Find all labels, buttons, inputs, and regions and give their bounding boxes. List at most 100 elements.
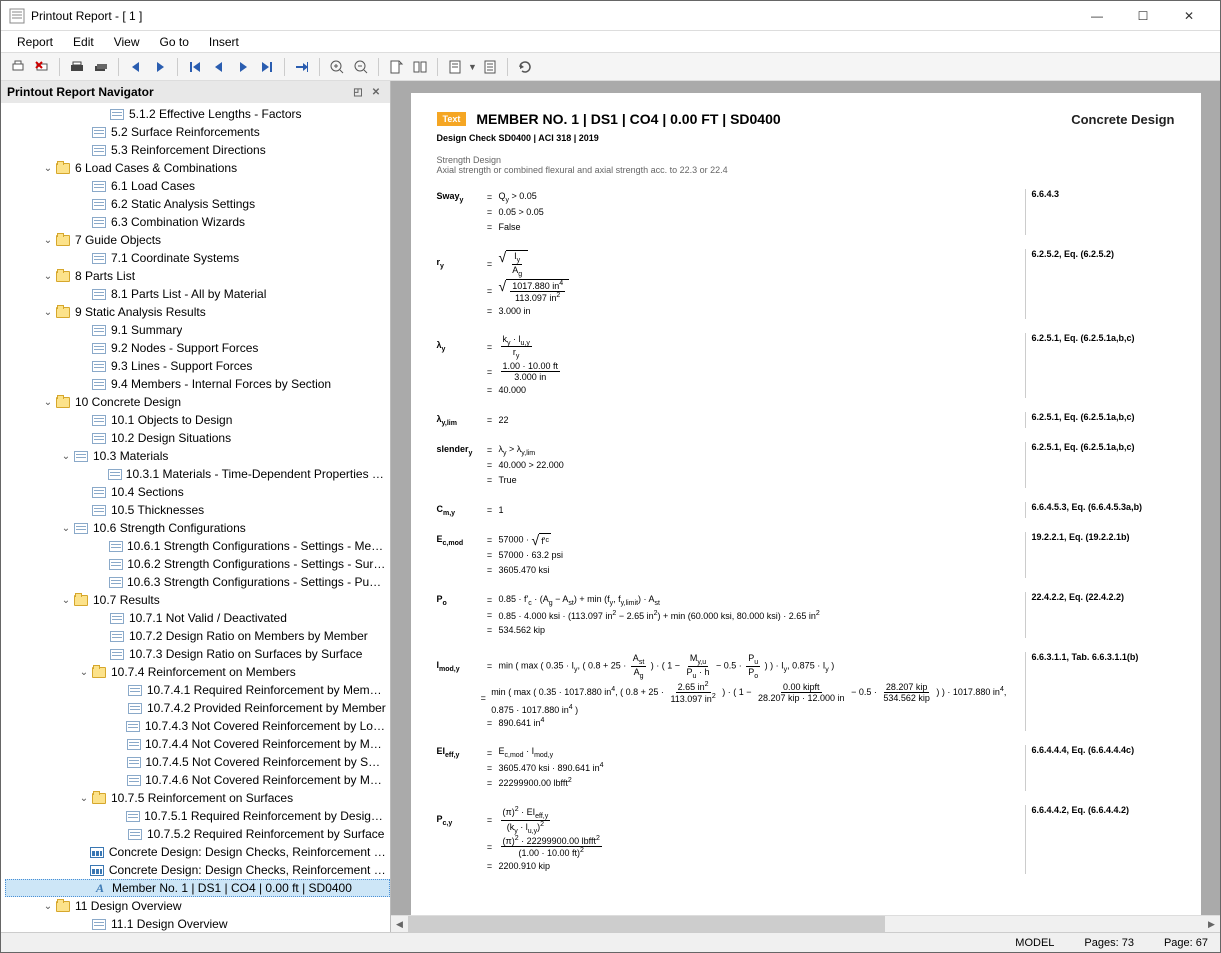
- refresh-icon[interactable]: [514, 56, 536, 78]
- goto-icon[interactable]: [291, 56, 313, 78]
- equation-row: Imod,y=min ( max ( 0.35 · Iy, ( 0.8 + 25…: [437, 653, 1025, 680]
- tree-item[interactable]: 10.6.2 Strength Configurations - Setting…: [5, 555, 390, 573]
- tree-item[interactable]: 5.2 Surface Reinforcements: [5, 123, 390, 141]
- eq-equals: =: [481, 367, 499, 377]
- menu-edit[interactable]: Edit: [63, 33, 104, 51]
- page-insert-icon[interactable]: [479, 56, 501, 78]
- tree-item[interactable]: 5.3 Reinforcement Directions: [5, 141, 390, 159]
- menu-go-to[interactable]: Go to: [150, 33, 199, 51]
- page-fit-icon[interactable]: [385, 56, 407, 78]
- tree-item[interactable]: 9.1 Summary: [5, 321, 390, 339]
- tree-item[interactable]: ⌄8 Parts List: [5, 267, 390, 285]
- equation-row: =0.05 > 0.05: [437, 205, 1025, 219]
- tree-item[interactable]: ⌄7 Guide Objects: [5, 231, 390, 249]
- toolbar: ▼: [1, 53, 1220, 81]
- printer-multi-icon[interactable]: [90, 56, 112, 78]
- tree-item[interactable]: ⌄10.6 Strength Configurations: [5, 519, 390, 537]
- tree-item[interactable]: 10.7.3 Design Ratio on Surfaces by Surfa…: [5, 645, 390, 663]
- tree-item[interactable]: ⌄10.7.5 Reinforcement on Surfaces: [5, 789, 390, 807]
- collapse-icon[interactable]: ⌄: [41, 163, 55, 174]
- tree-item[interactable]: 10.7.4.6 Not Covered Reinforcement by Ma…: [5, 771, 390, 789]
- minimize-button[interactable]: —: [1074, 1, 1120, 31]
- tree-item[interactable]: ⌄11 Design Overview: [5, 897, 390, 915]
- text-insert-icon[interactable]: [444, 56, 466, 78]
- last-icon[interactable]: [256, 56, 278, 78]
- tree-item[interactable]: ⌄10.3 Materials: [5, 447, 390, 465]
- maximize-button[interactable]: ☐: [1120, 1, 1166, 31]
- tree-item[interactable]: 9.4 Members - Internal Forces by Section: [5, 375, 390, 393]
- tree-item[interactable]: 10.2 Design Situations: [5, 429, 390, 447]
- first-icon[interactable]: [184, 56, 206, 78]
- tree-item[interactable]: Concrete Design: Design Checks, Reinforc…: [5, 843, 390, 861]
- collapse-icon[interactable]: ⌄: [41, 235, 55, 246]
- horizontal-scrollbar[interactable]: ◀ ▶: [391, 915, 1220, 932]
- menu-view[interactable]: View: [104, 33, 150, 51]
- panel-close-icon[interactable]: ✕: [368, 84, 384, 100]
- scroll-right-icon[interactable]: ▶: [1203, 916, 1220, 932]
- tree-item[interactable]: 10.4 Sections: [5, 483, 390, 501]
- panel-float-icon[interactable]: ◰: [350, 84, 366, 100]
- tree-item[interactable]: 9.2 Nodes - Support Forces: [5, 339, 390, 357]
- tree-item[interactable]: AMember No. 1 | DS1 | CO4 | 0.00 ft | SD…: [5, 879, 390, 897]
- tree-item[interactable]: 10.7.4.5 Not Covered Reinforcement by Se…: [5, 753, 390, 771]
- tree-item[interactable]: ⌄10.7 Results: [5, 591, 390, 609]
- equation-row: EIeff,y=Ec,mod · Imod,y: [437, 746, 1025, 760]
- collapse-icon[interactable]: ⌄: [77, 667, 91, 678]
- eq-expression: min ( max ( 0.35 · 1017.880 in4, ( 0.8 +…: [491, 681, 1024, 715]
- collapse-icon[interactable]: ⌄: [59, 451, 73, 462]
- collapse-icon[interactable]: ⌄: [77, 793, 91, 804]
- tree-item[interactable]: 10.7.5.2 Required Reinforcement by Surfa…: [5, 825, 390, 843]
- tree-item[interactable]: 10.6.1 Strength Configurations - Setting…: [5, 537, 390, 555]
- menu-report[interactable]: Report: [7, 33, 63, 51]
- tree-item[interactable]: ⌄10 Concrete Design: [5, 393, 390, 411]
- tree-item[interactable]: 5.1.2 Effective Lengths - Factors: [5, 105, 390, 123]
- prev-icon[interactable]: [125, 56, 147, 78]
- tree-item[interactable]: 10.7.1 Not Valid / Deactivated: [5, 609, 390, 627]
- eq-equals: =: [481, 192, 499, 202]
- tree-item[interactable]: 6.2 Static Analysis Settings: [5, 195, 390, 213]
- tree-item[interactable]: ⌄10.7.4 Reinforcement on Members: [5, 663, 390, 681]
- tree-item[interactable]: 10.6.3 Strength Configurations - Setting…: [5, 573, 390, 591]
- printer-icon[interactable]: [66, 56, 88, 78]
- tree-item[interactable]: 10.7.4.1 Required Reinforcement by Membe…: [5, 681, 390, 699]
- prev2-icon[interactable]: [208, 56, 230, 78]
- tree-item[interactable]: 10.5 Thicknesses: [5, 501, 390, 519]
- tree-item[interactable]: ⌄9 Static Analysis Results: [5, 303, 390, 321]
- tree-item[interactable]: ⌄6 Load Cases & Combinations: [5, 159, 390, 177]
- tree-item[interactable]: 11.1 Design Overview: [5, 915, 390, 932]
- tree-item[interactable]: 10.7.5.1 Required Reinforcement by Desig…: [5, 807, 390, 825]
- tree-item[interactable]: 10.7.4.3 Not Covered Reinforcement by Lo…: [5, 717, 390, 735]
- tree-item[interactable]: 10.7.2 Design Ratio on Members by Member: [5, 627, 390, 645]
- collapse-icon[interactable]: ⌄: [41, 901, 55, 912]
- zoom-in-icon[interactable]: [326, 56, 348, 78]
- tree-item[interactable]: 6.3 Combination Wizards: [5, 213, 390, 231]
- navigator-tree[interactable]: 5.1.2 Effective Lengths - Factors5.2 Sur…: [1, 103, 390, 932]
- menu-insert[interactable]: Insert: [199, 33, 249, 51]
- tree-item[interactable]: 10.1 Objects to Design: [5, 411, 390, 429]
- next-icon[interactable]: [149, 56, 171, 78]
- print-icon[interactable]: [7, 56, 29, 78]
- equation-reference: 6.6.4.4.4, Eq. (6.6.4.4.4c): [1025, 745, 1175, 791]
- two-page-icon[interactable]: [409, 56, 431, 78]
- tree-item[interactable]: 10.7.4.2 Provided Reinforcement by Membe…: [5, 699, 390, 717]
- scroll-left-icon[interactable]: ◀: [391, 916, 408, 932]
- tree-item[interactable]: 10.3.1 Materials - Time-Dependent Proper…: [5, 465, 390, 483]
- tree-item[interactable]: 6.1 Load Cases: [5, 177, 390, 195]
- tree-item[interactable]: 9.3 Lines - Support Forces: [5, 357, 390, 375]
- collapse-icon[interactable]: ⌄: [59, 523, 73, 534]
- collapse-icon[interactable]: ⌄: [41, 271, 55, 282]
- tree-item[interactable]: 10.7.4.4 Not Covered Reinforcement by Me…: [5, 735, 390, 753]
- tree-item[interactable]: 8.1 Parts List - All by Material: [5, 285, 390, 303]
- next2-icon[interactable]: [232, 56, 254, 78]
- design-type-label: Strength Design: [437, 155, 1175, 165]
- eq-symbol: Swayy: [437, 191, 481, 204]
- tree-item[interactable]: 7.1 Coordinate Systems: [5, 249, 390, 267]
- tree-item[interactable]: Concrete Design: Design Checks, Reinforc…: [5, 861, 390, 879]
- close-button[interactable]: ✕: [1166, 1, 1212, 31]
- collapse-icon[interactable]: ⌄: [41, 397, 55, 408]
- zoom-out-icon[interactable]: [350, 56, 372, 78]
- collapse-icon[interactable]: ⌄: [41, 307, 55, 318]
- collapse-icon[interactable]: ⌄: [59, 595, 73, 606]
- print-x-icon[interactable]: [31, 56, 53, 78]
- report-viewport[interactable]: Text MEMBER NO. 1 | DS1 | CO4 | 0.00 FT …: [391, 81, 1220, 932]
